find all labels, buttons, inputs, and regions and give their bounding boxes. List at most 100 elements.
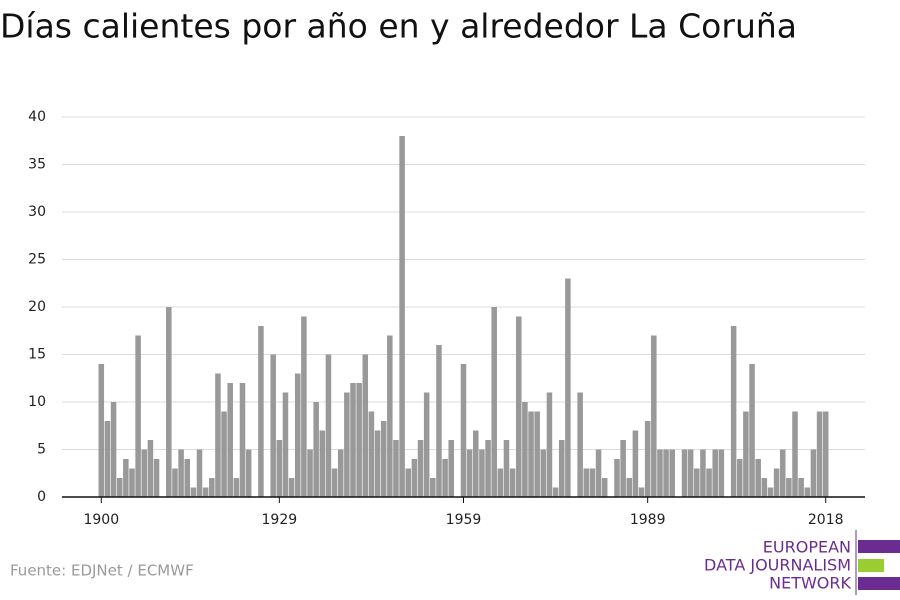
- source: Fuente: EDJNet / ECMWF: [10, 562, 194, 580]
- bar: [135, 335, 141, 497]
- bar: [258, 326, 264, 497]
- bar: [552, 487, 559, 497]
- bar: [681, 449, 688, 497]
- bar: [810, 449, 817, 497]
- bar: [743, 411, 749, 497]
- y-tick-label: 5: [37, 442, 46, 458]
- bar: [387, 335, 393, 497]
- bar: [503, 440, 510, 497]
- logo-text: EUROPEAN: [763, 538, 851, 557]
- bar: [657, 449, 663, 497]
- bar: [288, 478, 295, 497]
- bar: [307, 449, 313, 497]
- bar: [792, 411, 798, 497]
- x-tick-label: 2018: [808, 512, 844, 528]
- bar: [172, 468, 178, 497]
- bar: [356, 383, 362, 497]
- bar: [344, 392, 350, 497]
- logo-text: DATA JOURNALISM: [704, 556, 851, 575]
- bar: [651, 335, 657, 497]
- bar: [497, 468, 504, 497]
- bar: [466, 449, 473, 497]
- bar: [282, 392, 289, 497]
- bar: [669, 449, 675, 497]
- bar: [798, 478, 804, 497]
- bar: [712, 449, 718, 497]
- bar: [129, 468, 135, 497]
- bar: [337, 449, 344, 497]
- logo: EUROPEAN DATA JOURNALISM NETWORK: [704, 530, 900, 595]
- bar: [485, 440, 491, 497]
- bar: [479, 449, 485, 497]
- bar: [614, 459, 620, 497]
- bar: [706, 468, 712, 497]
- y-tick-label: 15: [28, 347, 46, 363]
- bar: [380, 421, 387, 497]
- bar: [442, 459, 448, 497]
- bar: [700, 449, 706, 497]
- bar: [644, 421, 651, 497]
- bar: [736, 459, 743, 497]
- bar: [116, 478, 123, 497]
- bar: [558, 440, 565, 497]
- bar: [540, 449, 547, 497]
- chart-title: Días calientes por año en y alrededor La…: [0, 7, 797, 46]
- bar: [245, 449, 252, 497]
- y-tick-label: 20: [28, 299, 46, 315]
- bar: [522, 402, 528, 497]
- bar: [620, 440, 626, 497]
- bar: [779, 449, 786, 497]
- x-tick-label: 1959: [446, 512, 482, 528]
- bar: [761, 478, 768, 497]
- bar: [184, 459, 191, 497]
- bar: [98, 364, 105, 497]
- bar: [399, 136, 405, 497]
- bar: [601, 478, 608, 497]
- bar: [331, 468, 338, 497]
- bar: [804, 487, 811, 497]
- bar: [301, 316, 307, 497]
- x-tick-label: 1900: [83, 512, 119, 528]
- bar: [589, 468, 596, 497]
- logo-bar: [858, 559, 884, 572]
- bar: [491, 307, 497, 497]
- y-tick-label: 40: [28, 109, 46, 125]
- bar: [546, 392, 553, 497]
- y-tick-label: 0: [37, 489, 46, 505]
- bar: [166, 307, 172, 497]
- bar: [110, 402, 117, 497]
- bar: [509, 468, 516, 497]
- bar: [730, 326, 737, 497]
- bar: [436, 345, 442, 497]
- bar: [153, 459, 160, 497]
- bar: [577, 392, 583, 497]
- bar: [325, 354, 332, 497]
- bar: [276, 440, 283, 497]
- bar: [767, 487, 774, 497]
- bar: [515, 316, 522, 497]
- bar: [816, 411, 823, 497]
- bar: [417, 440, 424, 497]
- bar: [638, 487, 645, 497]
- bar: [411, 459, 418, 497]
- bar: [595, 449, 602, 497]
- y-tick-label: 25: [28, 252, 46, 268]
- bar: [202, 487, 209, 497]
- bar: [141, 449, 148, 497]
- bar: [687, 449, 694, 497]
- bar: [196, 449, 203, 497]
- bar: [215, 373, 221, 497]
- bar: [362, 354, 369, 497]
- bar: [773, 468, 780, 497]
- bar: [755, 459, 761, 497]
- bar: [822, 411, 829, 497]
- bar: [626, 478, 633, 497]
- bar: [632, 430, 639, 497]
- bar: [786, 478, 792, 497]
- logo-bar: [858, 540, 900, 553]
- bar: [233, 478, 240, 497]
- bar: [694, 468, 700, 497]
- bar: [313, 402, 319, 497]
- y-tick-label: 30: [28, 204, 46, 220]
